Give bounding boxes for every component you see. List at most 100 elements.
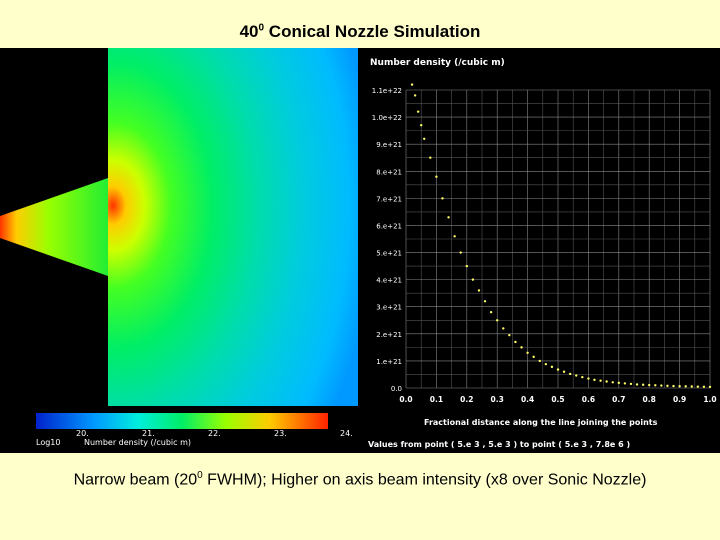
colorbar-tick-label: 20.: [76, 429, 89, 438]
data-point: [635, 383, 639, 386]
chart-footer: Values from point ( 5.e 3 , 5.e 3 ) to p…: [368, 440, 630, 449]
simulation-image: 20. 21. 22. 23. 24. Log10 Number density (/c…: [0, 48, 358, 453]
title-degree-sup: 0: [258, 22, 265, 34]
y-tick-label: 1.1e+22: [372, 87, 402, 95]
chart-grid: [405, 89, 711, 389]
colorbar-log-label: Log10: [36, 438, 60, 447]
y-tick-label: 9.e+21: [376, 141, 402, 149]
data-point: [459, 251, 462, 254]
colorbar-tick-label: 23.: [274, 429, 287, 438]
x-axis-label: Fractional distance along the line joini…: [424, 418, 658, 427]
line-profile-chart: Number density (/cubic m) 0.0 1.e+21 2.e+2…: [368, 58, 717, 449]
x-tick-label: 1.0: [703, 395, 716, 404]
y-tick-label: 4.e+21: [376, 277, 402, 285]
data-point: [611, 381, 614, 384]
title-number: 40: [239, 22, 259, 41]
slide-title: 400 Conical Nozzle Simulation: [0, 22, 720, 42]
data-point: [550, 365, 554, 369]
data-point: [641, 383, 645, 386]
y-tick-label: 2.e+21: [376, 331, 402, 339]
x-tick-label: 0.8: [643, 395, 656, 404]
data-point: [514, 340, 517, 344]
colorbar-tick-label: 24.: [340, 429, 353, 438]
data-point: [453, 235, 456, 238]
data-point: [489, 310, 493, 314]
data-point: [605, 380, 608, 383]
data-point: [471, 278, 475, 281]
x-tick-label: 0.1: [430, 395, 443, 404]
data-point: [420, 124, 423, 127]
data-point: [581, 375, 584, 379]
colorbar-tick-label: 22.: [208, 429, 221, 438]
x-tick-labels: 0.0 0.1 0.2 0.3 0.4 0.5 0.6 0.7 0.8 0.9 1.0: [399, 395, 716, 404]
y-tick-label: 8.e+21: [376, 168, 402, 176]
data-point: [508, 333, 511, 337]
data-point: [568, 372, 572, 376]
data-point: [593, 378, 596, 382]
data-point: [447, 216, 450, 219]
y-tick-label: 5.e+21: [376, 250, 402, 258]
chart-title: Number density (/cubic m): [370, 58, 505, 68]
colorbar-tick-label: 21.: [142, 429, 155, 438]
data-point: [483, 300, 487, 303]
data-point: [496, 319, 499, 322]
caption-degree-sup: 0: [197, 470, 203, 481]
y-tick-label: 6.e+21: [376, 222, 402, 230]
data-point: [544, 362, 548, 366]
x-tick-label: 0.0: [399, 395, 412, 404]
data-point: [666, 384, 669, 388]
x-tick-label: 0.5: [551, 395, 564, 404]
data-points: [410, 83, 712, 389]
x-tick-label: 0.2: [460, 395, 473, 404]
colorbar-label: Number density (/cubic m): [84, 438, 191, 447]
y-tick-label: 7.e+21: [376, 195, 402, 203]
data-point: [684, 385, 687, 388]
data-point: [702, 385, 706, 388]
data-point: [660, 384, 663, 387]
y-tick-label: 3.e+21: [376, 304, 402, 312]
y-tick-labels: 0.0 1.e+21 2.e+21 3.e+21 4.e+21 5.e+21 6.e+21 7…: [372, 87, 402, 393]
data-point: [410, 83, 414, 86]
data-point: [587, 377, 590, 380]
y-tick-label: 1.e+21: [376, 358, 402, 366]
nozzle-cone: [0, 178, 108, 276]
colorbar-ticks: 20. 21. 22. 23. 24.: [76, 429, 353, 438]
data-point: [575, 374, 578, 377]
data-point: [654, 384, 657, 387]
slide-caption: Narrow beam (200 FWHM); Higher on axis b…: [0, 470, 720, 489]
figure-panels: 20. 21. 22. 23. 24. Log10 Number density (/c…: [0, 48, 720, 453]
x-tick-label: 0.9: [673, 395, 686, 404]
data-point: [648, 383, 651, 387]
data-point: [465, 264, 468, 268]
plume-field: [108, 48, 358, 406]
title-text: Conical Nozzle Simulation: [264, 22, 481, 41]
data-point: [678, 385, 681, 388]
data-point: [532, 355, 535, 359]
x-tick-label: 0.4: [521, 395, 534, 404]
data-point: [708, 385, 712, 389]
data-point: [520, 346, 523, 349]
y-tick-label: 1.0e+22: [372, 114, 402, 122]
x-tick-label: 0.3: [491, 395, 504, 404]
data-point: [477, 289, 481, 292]
data-point: [526, 351, 529, 354]
x-tick-label: 0.6: [582, 395, 595, 404]
data-point: [502, 327, 505, 330]
simulation-panel: 20. 21. 22. 23. 24. Log10 Number density (/c…: [0, 48, 358, 453]
colorbar: [36, 413, 328, 429]
data-point: [556, 368, 560, 371]
data-point: [690, 385, 693, 388]
data-point: [416, 110, 420, 113]
data-point: [629, 382, 633, 386]
data-point: [672, 384, 675, 388]
data-point: [617, 381, 620, 385]
data-point: [413, 94, 417, 97]
plot-panel: Number density (/cubic m) 0.0 1.e+21 2.e+2…: [362, 48, 720, 453]
data-point: [696, 385, 700, 388]
x-tick-label: 0.7: [612, 395, 625, 404]
data-point: [441, 197, 444, 200]
data-point: [623, 382, 627, 385]
data-point: [423, 137, 426, 140]
data-point: [599, 379, 602, 382]
data-point: [429, 156, 432, 159]
